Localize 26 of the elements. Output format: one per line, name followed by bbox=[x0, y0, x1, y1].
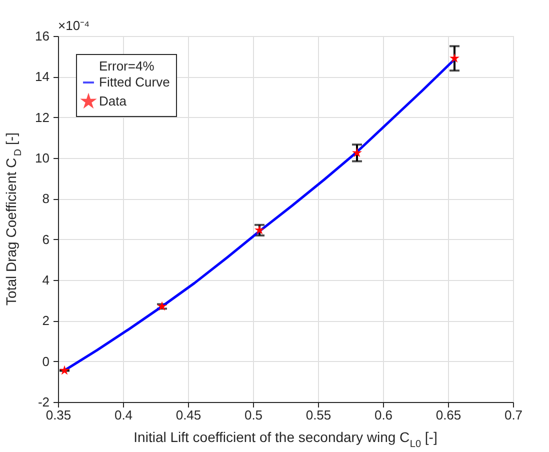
x-tick-label: 0.6 bbox=[374, 408, 393, 422]
y-tick-label: 14 bbox=[35, 69, 50, 84]
y-tick-label: 4 bbox=[42, 272, 50, 288]
point bbox=[450, 53, 460, 63]
x-tick-label: 0.7 bbox=[504, 408, 523, 422]
y-axis-title: Total Drag Coefficient CD [-] bbox=[3, 132, 24, 306]
point bbox=[352, 148, 362, 158]
y-tick-label: -2 bbox=[38, 394, 50, 410]
text: ×10⁻⁴ bbox=[58, 18, 90, 33]
x-tick-label: 0.65 bbox=[436, 408, 462, 422]
y-tick-label: 10 bbox=[35, 150, 50, 166]
y-tick-label: 8 bbox=[42, 191, 50, 206]
y-tick-label: 16 bbox=[35, 28, 50, 44]
y-tick-label: 6 bbox=[42, 232, 50, 247]
x-tick-label: 0.35 bbox=[46, 408, 72, 422]
y-tick-label: 0 bbox=[42, 354, 50, 369]
legend-label: Fitted Curve bbox=[99, 74, 170, 90]
annotation: Error=4% bbox=[99, 58, 155, 74]
x-tick-label: 0.55 bbox=[306, 408, 332, 422]
x-tick-label: 0.4 bbox=[114, 408, 133, 422]
x-tick-label: 0.45 bbox=[176, 408, 202, 422]
y-tick-label: 12 bbox=[35, 110, 50, 125]
legend-label: Data bbox=[99, 94, 128, 108]
x-tick-label: 0.5 bbox=[244, 408, 263, 422]
y-tick-label: 2 bbox=[42, 313, 50, 328]
point bbox=[60, 365, 70, 375]
